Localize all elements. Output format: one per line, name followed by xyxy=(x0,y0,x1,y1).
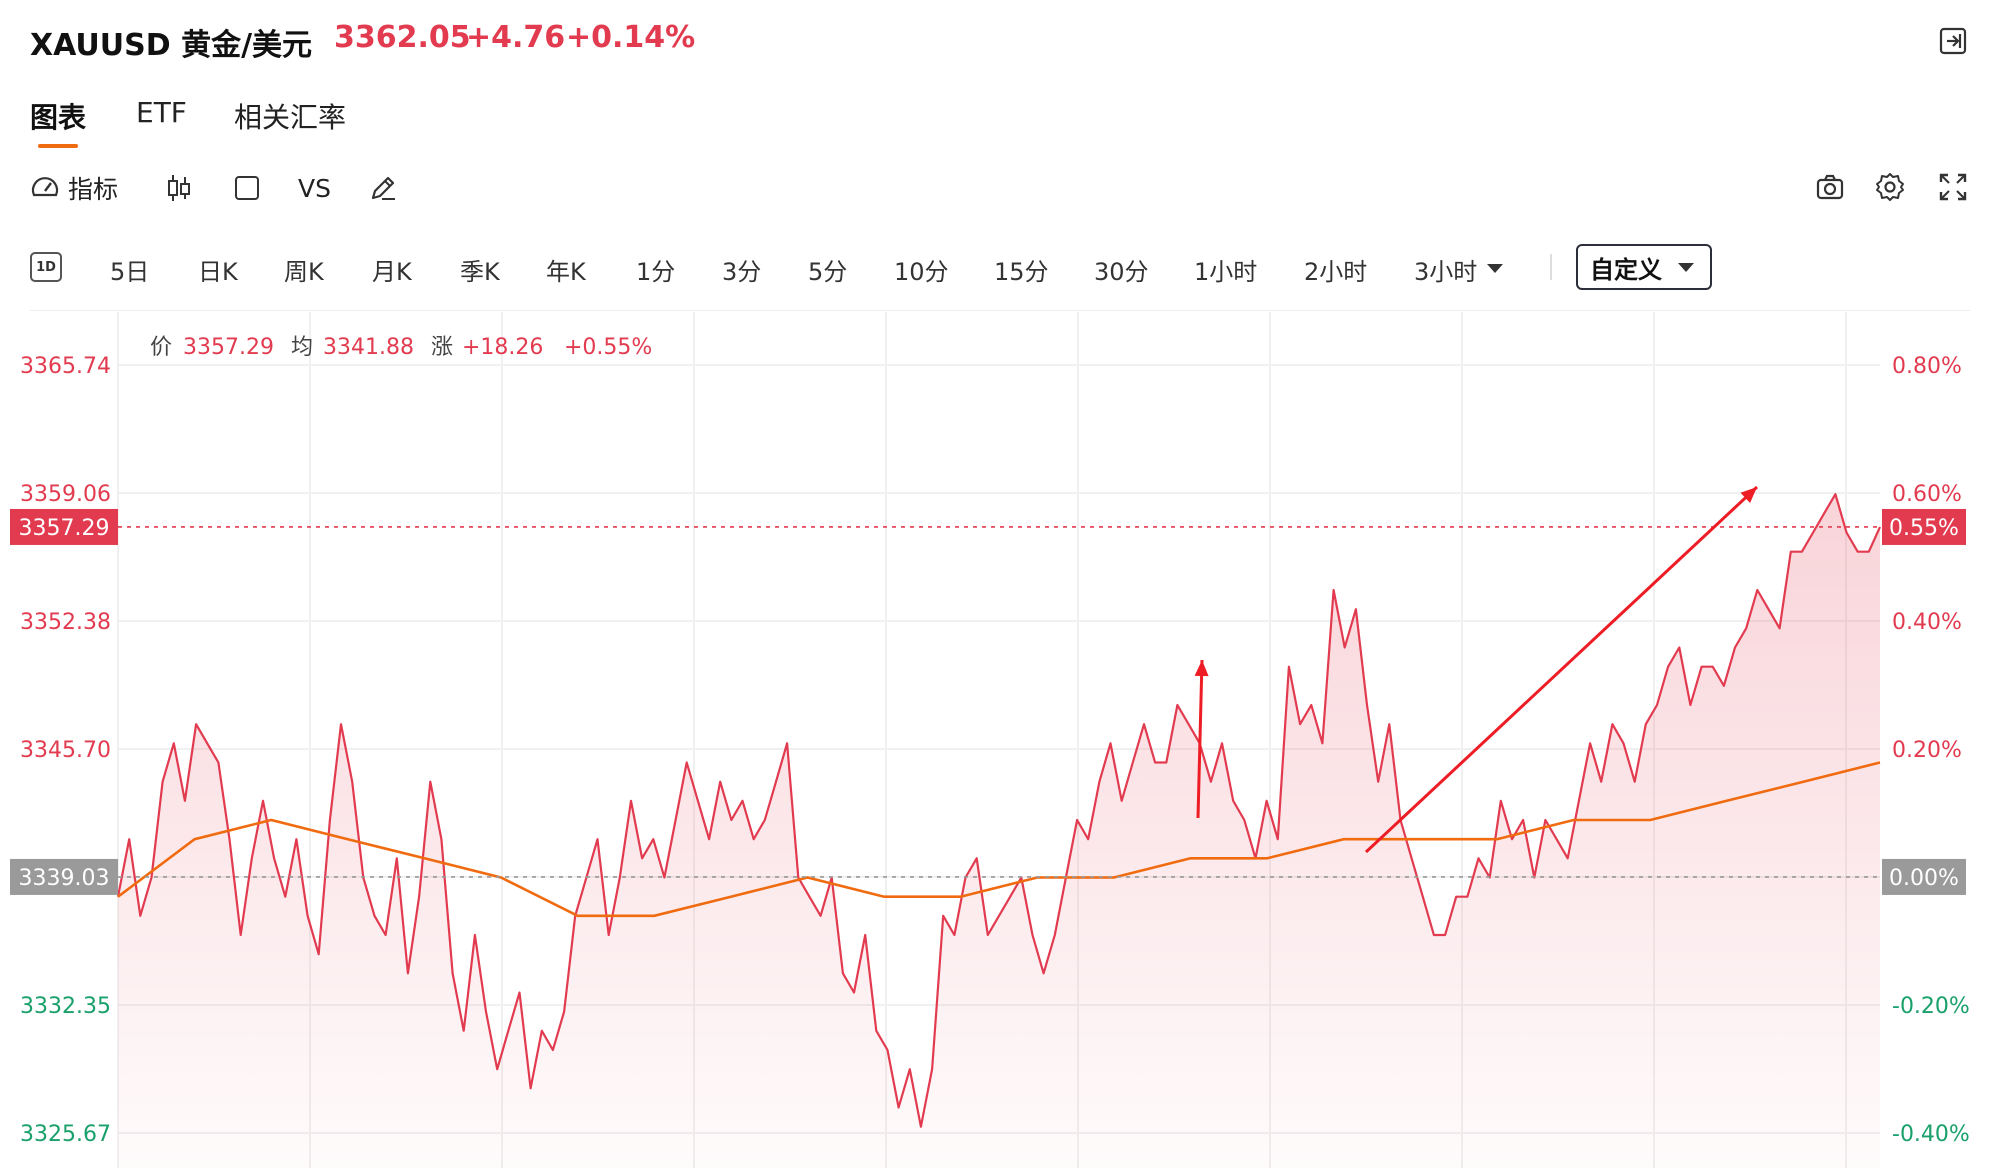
y-tick-label-right: -0.40% xyxy=(1892,1122,1970,1147)
average-line xyxy=(117,761,1881,918)
camera-icon[interactable] xyxy=(1815,172,1845,202)
fullscreen-icon[interactable] xyxy=(1938,172,1968,202)
timeframe-1d[interactable]: 1D xyxy=(30,252,62,282)
compare-vs-button[interactable]: VS xyxy=(298,168,331,208)
candlestick-icon xyxy=(168,175,190,201)
header-change-pct: +0.14% xyxy=(566,20,696,55)
last-pct-badge-right: 0.55% xyxy=(1882,508,1966,545)
y-tick-label-right: 0.60% xyxy=(1892,482,1962,507)
timeframe-week-k[interactable]: 周K xyxy=(284,258,324,286)
svg-text:3339.03: 3339.03 xyxy=(19,866,110,891)
svg-text:3357.29: 3357.29 xyxy=(19,516,110,541)
pencil-icon xyxy=(371,176,395,200)
info-change-pct: +0.55% xyxy=(564,335,652,360)
timeframe-month-k[interactable]: 月K xyxy=(372,258,412,286)
timeframe-3m[interactable]: 3分 xyxy=(722,258,762,286)
y-tick-label-left: 3352.38 xyxy=(20,610,111,635)
y-tick-label-left: 3359.06 xyxy=(20,482,111,507)
timeframe-1m[interactable]: 1分 xyxy=(636,258,676,286)
tab-active-indicator xyxy=(38,144,78,148)
info-price-label: 价 xyxy=(150,335,172,360)
symbol-title: XAUUSD 黄金/美元 xyxy=(30,28,313,63)
draw-button[interactable] xyxy=(368,168,398,208)
y-tick-label-left: 3325.67 xyxy=(20,1122,111,1147)
timeframe-10m[interactable]: 10分 xyxy=(894,258,949,286)
divider xyxy=(30,310,1970,311)
tab-related-rates[interactable]: 相关汇率 xyxy=(234,101,347,134)
tab-chart[interactable]: 图表 xyxy=(30,101,87,134)
timeframe-5m[interactable]: 5分 xyxy=(808,258,848,286)
timeframe-1h[interactable]: 1小时 xyxy=(1194,258,1258,286)
gauge-icon xyxy=(31,177,59,197)
timeframe-15m[interactable]: 15分 xyxy=(994,258,1049,286)
custom-timeframe-select[interactable]: 自定义 xyxy=(1576,244,1712,290)
y-tick-label-right: -0.20% xyxy=(1892,994,1970,1019)
y-tick-label-right: 0.20% xyxy=(1892,738,1962,763)
info-change-label: 涨 xyxy=(431,335,453,360)
info-price-value: 3357.29 xyxy=(183,335,274,360)
timeframe-5d[interactable]: 5日 xyxy=(110,258,150,286)
last-price-badge-left: 3357.29 xyxy=(10,508,118,545)
timeframe-day-k[interactable]: 日K xyxy=(198,258,238,286)
chevron-down-icon[interactable] xyxy=(1487,264,1503,273)
y-tick-label-left: 3332.35 xyxy=(20,994,111,1019)
timeframe-3h[interactable]: 3小时 xyxy=(1414,258,1478,286)
y-tick-label-left: 3345.70 xyxy=(20,738,111,763)
tab-etf[interactable]: ETF xyxy=(136,96,187,129)
divider xyxy=(1550,254,1552,280)
y-tick-label-right: 0.40% xyxy=(1892,610,1962,635)
prev-close-pct-badge-right: 0.00% xyxy=(1882,858,1966,895)
vs-label: VS xyxy=(298,173,331,203)
header-price: 3362.05 xyxy=(334,20,471,55)
svg-text:0.55%: 0.55% xyxy=(1889,516,1959,541)
shape-button[interactable] xyxy=(234,168,260,208)
square-icon xyxy=(235,176,259,200)
indicators-button[interactable]: 指标 xyxy=(30,168,118,208)
settings-gear-icon[interactable] xyxy=(1875,172,1905,202)
annotation-arrow-2 xyxy=(1364,485,1759,854)
custom-label: 自定义 xyxy=(1590,255,1662,284)
timeframe-2h[interactable]: 2小时 xyxy=(1304,258,1368,286)
svg-text:0.00%: 0.00% xyxy=(1889,866,1959,891)
y-tick-label-right: 0.80% xyxy=(1892,354,1962,379)
timeframe-quarter-k[interactable]: 季K xyxy=(460,258,500,286)
timeframe-30m[interactable]: 30分 xyxy=(1094,258,1149,286)
indicators-label: 指标 xyxy=(68,175,119,204)
prev-close-badge-left: 3339.03 xyxy=(10,858,118,895)
price-area xyxy=(118,494,1880,1168)
info-avg-value: 3341.88 xyxy=(323,335,414,360)
y-tick-label-left: 3365.74 xyxy=(20,354,111,379)
annotation-arrow-1 xyxy=(1194,659,1209,819)
exit-panel-icon[interactable] xyxy=(1938,26,1968,56)
candlestick-button[interactable] xyxy=(164,168,194,208)
header-change: +4.76 xyxy=(466,20,566,55)
chevron-down-icon xyxy=(1678,262,1694,272)
timeframe-year-k[interactable]: 年K xyxy=(546,258,586,286)
info-avg-label: 均 xyxy=(291,335,313,360)
info-change-value: +18.26 xyxy=(462,335,543,360)
price-line xyxy=(116,493,1882,1128)
